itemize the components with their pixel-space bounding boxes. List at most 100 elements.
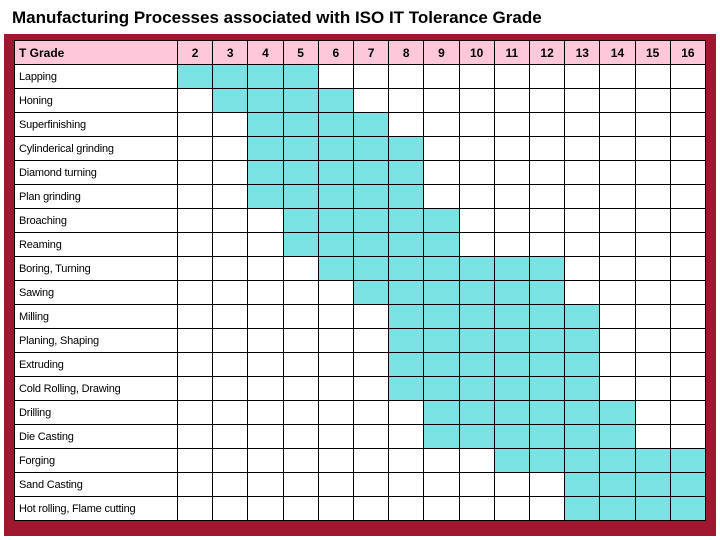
table-row: Hot rolling, Flame cutting: [15, 497, 706, 521]
grade-cell: [353, 497, 388, 521]
grade-cell: [213, 65, 248, 89]
table-row: Milling: [15, 305, 706, 329]
grade-cell: [353, 257, 388, 281]
grade-cell: [389, 425, 424, 449]
process-name-cell: Hot rolling, Flame cutting: [15, 497, 178, 521]
grade-cell: [177, 65, 212, 89]
grade-cell: [670, 209, 705, 233]
grade-cell: [283, 497, 318, 521]
grade-cell: [459, 137, 494, 161]
grade-cell: [670, 161, 705, 185]
grade-cell: [318, 209, 353, 233]
grade-header: 4: [248, 41, 283, 65]
grade-cell: [177, 329, 212, 353]
table-row: Broaching: [15, 209, 706, 233]
grade-cell: [494, 209, 529, 233]
grade-cell: [459, 497, 494, 521]
grade-cell: [389, 281, 424, 305]
grade-cell: [353, 377, 388, 401]
grade-cell: [318, 161, 353, 185]
grade-cell: [670, 89, 705, 113]
grade-cell: [353, 113, 388, 137]
grade-cell: [459, 473, 494, 497]
process-name-cell: Sawing: [15, 281, 178, 305]
grade-cell: [600, 113, 635, 137]
grade-cell: [635, 353, 670, 377]
table-row: Drilling: [15, 401, 706, 425]
grade-cell: [389, 161, 424, 185]
grade-cell: [424, 257, 459, 281]
grade-cell: [353, 65, 388, 89]
grade-cell: [177, 497, 212, 521]
grade-cell: [389, 89, 424, 113]
grade-cell: [459, 233, 494, 257]
grade-cell: [600, 161, 635, 185]
grade-cell: [213, 401, 248, 425]
grade-cell: [389, 305, 424, 329]
grade-cell: [389, 449, 424, 473]
grade-cell: [424, 137, 459, 161]
grade-cell: [670, 137, 705, 161]
grade-cell: [635, 401, 670, 425]
grade-cell: [424, 449, 459, 473]
process-name-cell: Superfinishing: [15, 113, 178, 137]
grade-cell: [248, 305, 283, 329]
grade-cell: [494, 401, 529, 425]
grade-cell: [459, 353, 494, 377]
grade-cell: [600, 209, 635, 233]
grade-cell: [389, 209, 424, 233]
grade-cell: [318, 305, 353, 329]
grade-cell: [635, 305, 670, 329]
grade-cell: [600, 233, 635, 257]
grade-cell: [424, 353, 459, 377]
grade-cell: [248, 137, 283, 161]
grade-cell: [424, 89, 459, 113]
grade-cell: [283, 281, 318, 305]
grade-cell: [213, 425, 248, 449]
grade-cell: [459, 377, 494, 401]
grade-cell: [318, 89, 353, 113]
process-name-cell: Forging: [15, 449, 178, 473]
grade-cell: [424, 185, 459, 209]
grade-cell: [213, 353, 248, 377]
table-row: Cylinderical grinding: [15, 137, 706, 161]
grade-cell: [424, 113, 459, 137]
grade-cell: [459, 281, 494, 305]
grade-cell: [494, 473, 529, 497]
grade-cell: [389, 473, 424, 497]
grade-cell: [529, 89, 564, 113]
grade-cell: [635, 473, 670, 497]
grade-cell: [670, 449, 705, 473]
grade-cell: [635, 281, 670, 305]
grade-header: 5: [283, 41, 318, 65]
grade-cell: [389, 257, 424, 281]
grade-cell: [213, 137, 248, 161]
grade-cell: [177, 137, 212, 161]
grade-cell: [494, 497, 529, 521]
table-row: Plan grinding: [15, 185, 706, 209]
grade-cell: [213, 377, 248, 401]
grade-cell: [213, 161, 248, 185]
grade-cell: [353, 401, 388, 425]
grade-cell: [424, 281, 459, 305]
grade-cell: [353, 473, 388, 497]
table-row: Diamond turning: [15, 161, 706, 185]
grade-cell: [424, 329, 459, 353]
grade-cell: [283, 401, 318, 425]
grade-cell: [494, 305, 529, 329]
grade-cell: [529, 401, 564, 425]
grade-cell: [529, 185, 564, 209]
grade-header: 13: [565, 41, 600, 65]
table-row: Honing: [15, 89, 706, 113]
process-name-cell: Sand Casting: [15, 473, 178, 497]
grade-cell: [459, 401, 494, 425]
grade-cell: [565, 257, 600, 281]
grade-cell: [565, 353, 600, 377]
grade-header: 11: [494, 41, 529, 65]
grade-cell: [389, 497, 424, 521]
table-row: Reaming: [15, 233, 706, 257]
grade-cell: [670, 233, 705, 257]
process-name-cell: Planing, Shaping: [15, 329, 178, 353]
grade-cell: [600, 497, 635, 521]
grade-cell: [600, 425, 635, 449]
